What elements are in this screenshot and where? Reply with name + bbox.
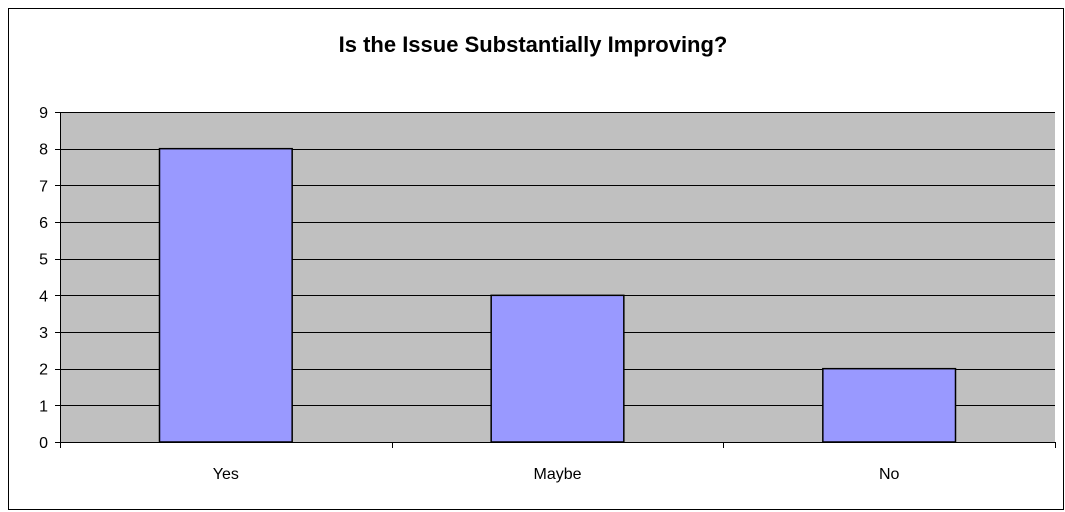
- y-tick-label: 1: [39, 398, 48, 415]
- y-tick-label: 5: [39, 252, 48, 269]
- chart-title: Is the Issue Substantially Improving?: [339, 32, 728, 57]
- axes: [55, 112, 1056, 448]
- y-tick-label: 0: [39, 435, 48, 452]
- y-tick-label: 3: [39, 325, 48, 342]
- y-tick-label: 9: [39, 105, 48, 122]
- x-tick-label: No: [879, 466, 900, 483]
- y-tick-label: 6: [39, 215, 48, 232]
- y-tick-label: 4: [39, 288, 48, 305]
- x-tick-label: Yes: [213, 466, 239, 483]
- x-tick-labels: Yes Maybe No: [213, 466, 900, 483]
- y-tick-label: 8: [39, 142, 48, 159]
- y-tick-label: 7: [39, 178, 48, 195]
- bar-yes: [158, 147, 293, 443]
- x-tick-label: Maybe: [533, 466, 581, 483]
- bar-no: [822, 367, 957, 443]
- bars: [158, 147, 957, 443]
- bar-maybe: [490, 294, 625, 443]
- y-tick-labels: 0 1 2 3 4 5 6 7 8 9: [39, 105, 48, 452]
- y-tick-label: 2: [39, 362, 48, 379]
